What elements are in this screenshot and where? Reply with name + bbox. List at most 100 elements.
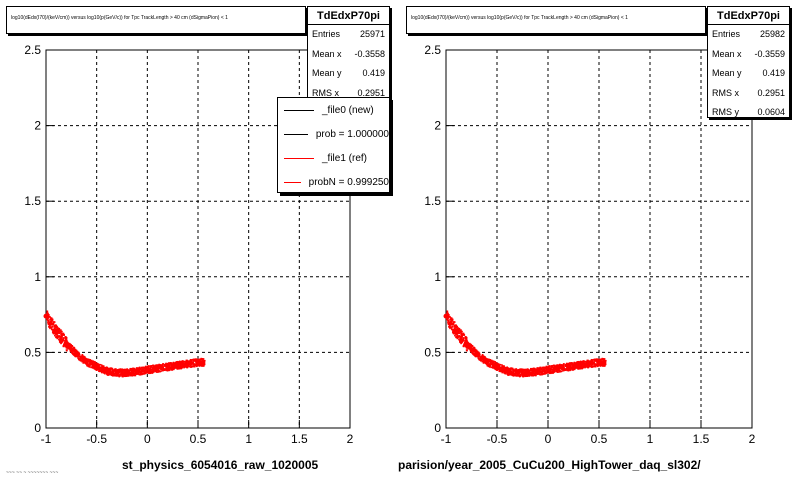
scatter-point [491, 359, 493, 362]
scatter-point [78, 353, 81, 356]
y-tick-label: 0.5 [424, 345, 441, 359]
scatter-point [141, 372, 143, 374]
scatter-point [581, 363, 584, 366]
scatter-point [151, 371, 153, 374]
scatter-point [201, 363, 204, 366]
scatter-point [532, 368, 535, 371]
scatter-point [142, 372, 145, 375]
scatter-point [575, 361, 578, 364]
data-point [525, 369, 531, 375]
scatter-point [587, 359, 589, 362]
scatter-point [446, 318, 448, 321]
scatter-point [137, 367, 140, 369]
scatter-point [540, 367, 543, 370]
scatter-point [154, 369, 157, 372]
scatter-point [520, 371, 523, 373]
scatter-point [120, 369, 122, 372]
scatter-point [103, 366, 106, 369]
scatter-point [581, 362, 583, 365]
scatter-point [599, 363, 602, 365]
scatter-point [531, 372, 534, 375]
scatter-point [569, 368, 571, 370]
scatter-point [156, 364, 159, 366]
scatter-point [74, 355, 76, 358]
scatter-point [465, 346, 468, 348]
scatter-point [475, 350, 478, 352]
data-point [514, 369, 520, 375]
scatter-point [603, 364, 606, 366]
scatter-point [583, 360, 586, 363]
scatter-point [484, 357, 486, 360]
scatter-point [138, 371, 140, 373]
scatter-point [447, 321, 449, 324]
scatter-point [68, 342, 70, 345]
scatter-point [449, 327, 451, 330]
scatter-point [185, 359, 187, 362]
scatter-point [63, 343, 65, 346]
legend-line-icon [284, 181, 301, 183]
scatter-point [200, 363, 203, 366]
scatter-point [107, 367, 110, 370]
scatter-point [52, 331, 54, 333]
scatter-point [495, 362, 498, 364]
scatter-point [531, 368, 534, 370]
scatter-point [455, 336, 457, 339]
scatter-point [504, 366, 506, 369]
scatter-point [595, 360, 598, 363]
scatter-point [568, 362, 571, 364]
scatter-point [474, 350, 477, 352]
scatter-point [470, 345, 473, 348]
legend-label: _file1 (ref) [322, 152, 368, 164]
legend-label: _file0 (new) [322, 104, 374, 116]
scatter-point [534, 368, 536, 371]
scatter-point [82, 356, 85, 359]
scatter-point [78, 359, 81, 361]
scatter-point [552, 371, 554, 374]
scatter-point [102, 371, 105, 374]
scatter-point [511, 374, 514, 376]
scatter-point [135, 367, 138, 369]
scatter-point [151, 368, 153, 371]
scatter-point [515, 368, 518, 370]
scatter-point [457, 336, 459, 338]
stats-value: 0.2951 [357, 87, 385, 98]
scatter-point [80, 356, 83, 358]
scatter-point [181, 366, 184, 369]
scatter-point [142, 369, 145, 372]
scatter-point [160, 368, 162, 370]
scatter-point [58, 335, 60, 337]
scatter-point [100, 367, 103, 369]
scatter-point [502, 367, 504, 370]
scatter-point [471, 345, 474, 347]
scatter-point [123, 373, 126, 375]
scatter-point [515, 374, 517, 377]
scatter-point [94, 361, 96, 363]
scatter-point [114, 374, 117, 377]
legend-entry: _file0 (new) [278, 98, 389, 122]
scatter-point [109, 372, 112, 375]
scatter-point [456, 332, 459, 335]
scatter-point [502, 365, 504, 367]
stats-row: RMS x 0.2951 [308, 84, 389, 104]
scatter-point [489, 362, 491, 365]
scatter-point [180, 366, 183, 369]
scatter-point [451, 329, 454, 331]
scatter-point [451, 323, 454, 326]
scatter-point [569, 362, 572, 364]
plot-right[interactable]: -1 -0.5 0 0.5 1 1.5 2 0 0.5 1 1.5 2 2.5 [400, 0, 800, 480]
scatter-point [140, 366, 143, 369]
plot-left[interactable]: -1 -0.5 0 0.5 1 1.5 2 0 0.5 1 1.5 2 2.5 [0, 0, 400, 480]
scatter-point [119, 368, 122, 370]
scatter-point [49, 318, 51, 321]
x-tick-label: 2 [749, 432, 756, 446]
scatter-point [601, 358, 603, 360]
scatter-point [159, 366, 161, 368]
scatter-point [507, 374, 509, 376]
scatter-point [172, 361, 175, 364]
legend-entry: _file1 (ref) [278, 146, 389, 170]
stats-value: 0.419 [762, 68, 785, 78]
scatter-point [448, 326, 451, 328]
scatter-point [60, 329, 62, 331]
scatter-point [492, 361, 495, 364]
x-tick-label: 0 [144, 432, 151, 446]
